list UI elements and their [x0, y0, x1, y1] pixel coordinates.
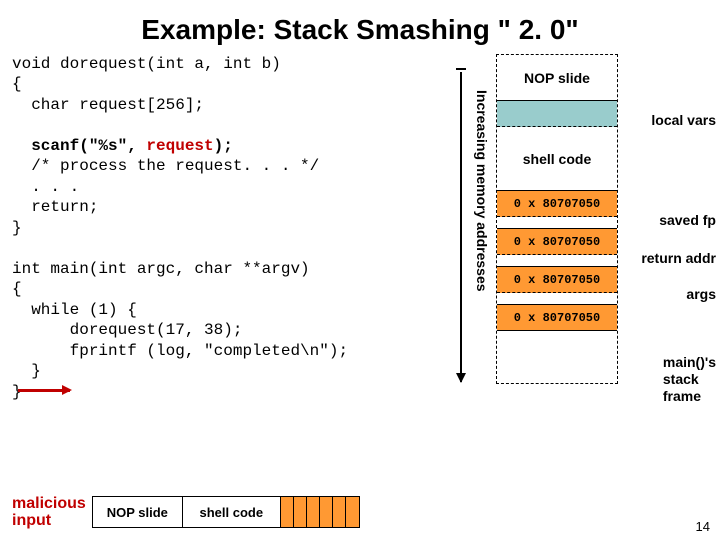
annot-saved-fp: saved fp	[659, 212, 716, 228]
page-number: 14	[696, 519, 710, 534]
payload-shell-box: shell code	[183, 497, 281, 527]
code-line: fprintf (log, "completed\n");	[12, 342, 348, 360]
payload-addr-box	[346, 497, 359, 527]
code-line: while (1) {	[12, 301, 137, 319]
stack-cell-addr: 0 x 80707050	[497, 267, 617, 293]
code-line: {	[12, 280, 22, 298]
stack-cell-shell: shell code	[497, 127, 617, 191]
annot-args: args	[686, 286, 716, 302]
stack-cell-gap	[497, 255, 617, 267]
payload-addr-box	[281, 497, 294, 527]
code-line: }	[12, 219, 22, 237]
stack-cell-teal	[497, 101, 617, 127]
code-line: return;	[12, 198, 98, 216]
arrow-down-icon	[460, 72, 462, 382]
code-line: /* process the request. . . */	[12, 157, 319, 175]
stack-cell-nop: NOP slide	[497, 55, 617, 101]
payload-addr-box	[307, 497, 320, 527]
slide-title: Example: Stack Smashing " 2. 0"	[0, 0, 720, 54]
malicious-input-row: malicious input NOP slide shell code	[12, 495, 360, 530]
code-line: {	[12, 75, 22, 93]
code-line: int main(int argc, char **argv)	[12, 260, 310, 278]
stack-cell-addr: 0 x 80707050	[497, 229, 617, 255]
stack-cell-addr: 0 x 80707050	[497, 191, 617, 217]
stack-cell-main	[497, 331, 617, 383]
code-line: char request[256];	[12, 96, 204, 114]
code-line: scanf("%s", request);	[12, 137, 233, 155]
payload-addr-box	[320, 497, 333, 527]
memory-direction-label: Increasing memory addresses	[474, 90, 490, 350]
annot-main-frame: main()'s stack frame	[663, 354, 716, 404]
payload-addr-box	[333, 497, 346, 527]
code-line: }	[12, 362, 41, 380]
malicious-payload-boxes: NOP slide shell code	[92, 496, 360, 528]
stack-cell-gap	[497, 293, 617, 305]
code-line: . . .	[12, 178, 79, 196]
stack-cell-addr: 0 x 80707050	[497, 305, 617, 331]
payload-nop-box: NOP slide	[93, 497, 183, 527]
annot-local-vars: local vars	[651, 112, 716, 128]
stack-diagram: NOP slide shell code 0 x 80707050 0 x 80…	[496, 54, 618, 384]
payload-addr-box	[294, 497, 307, 527]
stack-cell-gap	[497, 217, 617, 229]
annot-return-addr: return addr	[641, 250, 716, 266]
code-line: void dorequest(int a, int b)	[12, 55, 281, 73]
code-line: dorequest(17, 38);	[12, 321, 242, 339]
malicious-label: malicious input	[12, 495, 86, 530]
slide-content: void dorequest(int a, int b) { char requ…	[0, 54, 720, 402]
red-arrow-icon	[18, 389, 70, 392]
